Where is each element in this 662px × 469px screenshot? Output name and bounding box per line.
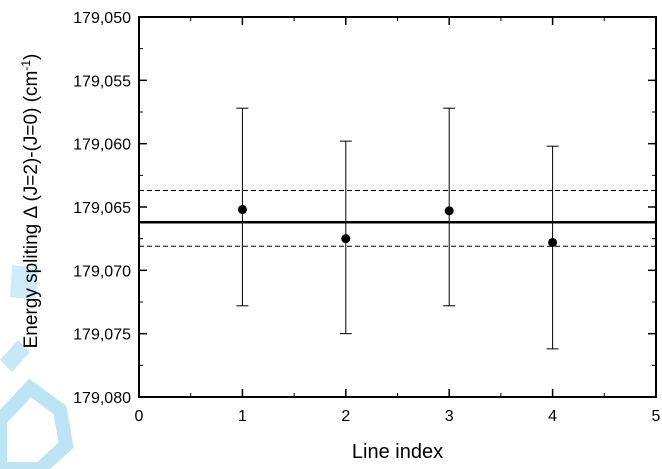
x-tick-label: 3 xyxy=(445,408,454,425)
plot-frame xyxy=(138,16,657,398)
y-tick-label: 179,070 xyxy=(73,263,131,280)
data-point xyxy=(237,205,247,215)
y-tick-label: 179,080 xyxy=(73,390,131,407)
y-axis-label-sup: -1 xyxy=(19,60,33,71)
y-tick-label: 179,050 xyxy=(73,10,131,27)
data-point xyxy=(548,237,558,247)
x-axis-label: Line index xyxy=(352,441,443,463)
y-axis-label-mid: (J=2)-(J=0) (cm xyxy=(21,71,42,207)
x-tick-label: 2 xyxy=(341,408,350,425)
y-axis-label: Energy spliting Δ (J=2)-(J=0) (cm-1) xyxy=(19,54,42,349)
y-tick-label: 179,065 xyxy=(73,200,131,217)
y-axis-label-close: ) xyxy=(21,54,42,60)
y-tick-label: 179,075 xyxy=(73,327,131,344)
x-tick-label: 0 xyxy=(135,408,144,425)
y-tick-label: 179,060 xyxy=(73,137,131,154)
watermark xyxy=(0,265,74,469)
y-axis-label-delta: Δ xyxy=(21,205,42,218)
watermark-shape-2 xyxy=(0,378,74,469)
watermark-shape-3 xyxy=(0,340,30,372)
plot-area: 0 1 2 3 4 5 179,050 179,055 179,060 179,065 179,07… xyxy=(73,10,660,425)
y-axis-label-main: Energy spliting xyxy=(21,218,42,348)
x-tick-label: 1 xyxy=(238,408,247,425)
data-point xyxy=(444,206,454,216)
y-tick-label: 179,055 xyxy=(73,73,131,90)
data-point xyxy=(341,234,351,244)
x-tick-label: 5 xyxy=(652,408,661,425)
watermark-shape-1 xyxy=(10,265,38,300)
x-tick-label: 4 xyxy=(548,408,557,425)
